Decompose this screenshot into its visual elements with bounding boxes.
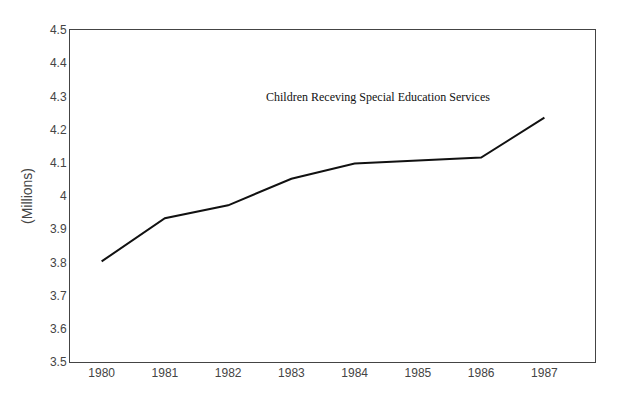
svg-text:1982: 1982 <box>215 366 242 380</box>
svg-text:1983: 1983 <box>278 366 305 380</box>
svg-text:3.6: 3.6 <box>50 322 67 336</box>
svg-text:4.3: 4.3 <box>50 90 67 104</box>
svg-text:1987: 1987 <box>531 366 558 380</box>
svg-text:1980: 1980 <box>88 366 115 380</box>
svg-text:1981: 1981 <box>152 366 179 380</box>
svg-text:Children Receving Special Educ: Children Receving Special Education Serv… <box>266 90 490 104</box>
svg-text:1985: 1985 <box>405 366 432 380</box>
svg-text:3.8: 3.8 <box>50 256 67 270</box>
svg-text:(Millions): (Millions) <box>19 168 35 224</box>
svg-text:4.4: 4.4 <box>50 56 67 70</box>
svg-text:3.7: 3.7 <box>50 289 67 303</box>
svg-text:1986: 1986 <box>468 366 495 380</box>
svg-text:4.2: 4.2 <box>50 123 67 137</box>
svg-text:1984: 1984 <box>341 366 368 380</box>
svg-text:4.5: 4.5 <box>50 23 67 37</box>
svg-text:3.5: 3.5 <box>50 355 67 369</box>
svg-text:4.1: 4.1 <box>50 156 67 170</box>
svg-text:4: 4 <box>60 189 67 203</box>
svg-text:3.9: 3.9 <box>50 222 67 236</box>
